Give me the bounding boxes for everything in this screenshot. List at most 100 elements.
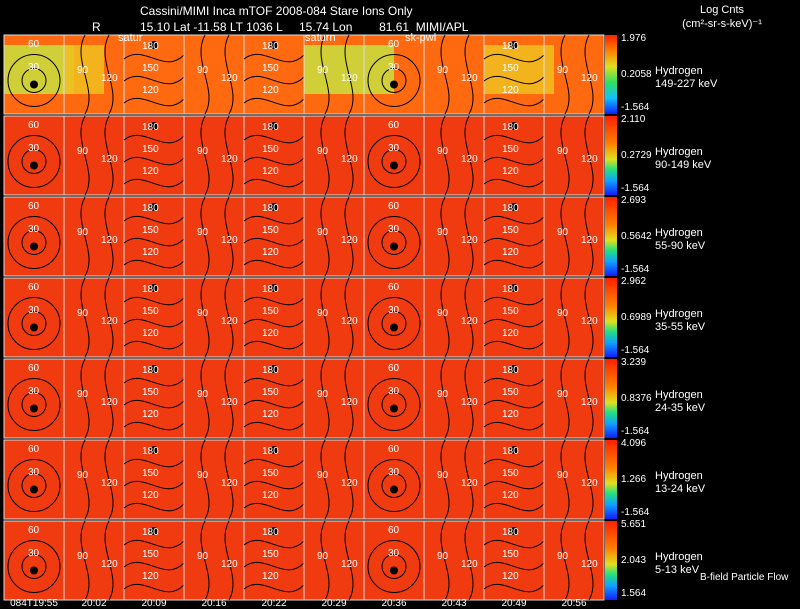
contour-line	[80, 520, 90, 601]
contour-label: 180	[142, 446, 159, 457]
image-frame	[543, 439, 605, 520]
panel-label: Hydrogen 35-55 keV	[655, 308, 705, 334]
contour-line	[560, 277, 570, 358]
field-marker	[510, 41, 518, 49]
contour-label: 30	[28, 61, 40, 73]
contour-line	[320, 196, 330, 277]
contour-label: 120	[581, 235, 598, 246]
contour-label: 120	[101, 235, 118, 246]
contour-line	[123, 502, 185, 512]
contour-line	[243, 502, 305, 512]
contour-line	[243, 178, 305, 188]
contour-label: 90	[557, 227, 569, 238]
panel-species: Hydrogen	[655, 308, 703, 320]
contour-label: 180	[142, 203, 159, 214]
contour-label: 120	[262, 490, 279, 501]
contour-line	[123, 539, 185, 549]
contour-line	[243, 237, 305, 247]
image-frame	[543, 520, 605, 601]
contour-line	[584, 520, 594, 601]
contour-label: 180	[262, 203, 279, 214]
contour-line	[320, 34, 330, 115]
colorbar-mid: 0.8376	[621, 392, 652, 404]
contour-line	[123, 296, 185, 306]
field-marker	[510, 527, 518, 535]
field-marker	[150, 203, 158, 211]
contour-line	[440, 115, 450, 196]
header-overlay-text: satur	[118, 32, 143, 44]
contour-label: 120	[262, 247, 279, 258]
contour-label: 60	[28, 119, 40, 131]
contour-label: 120	[221, 397, 238, 408]
contour-label: 60	[388, 524, 400, 536]
field-marker	[30, 566, 38, 575]
contour-line	[320, 358, 330, 439]
contour-line	[104, 439, 114, 520]
contour-line	[200, 358, 210, 439]
contour-line	[123, 53, 185, 63]
contour-label: 120	[461, 559, 478, 570]
colorbar-min: -1.564	[621, 183, 650, 194]
contour-label: 120	[341, 397, 358, 408]
contour-line	[381, 149, 407, 174]
colorbar	[605, 440, 617, 519]
contour-line	[123, 259, 185, 269]
contour-line	[367, 540, 421, 593]
field-marker	[150, 446, 158, 454]
contour-line	[243, 97, 305, 107]
contour-line	[584, 277, 594, 358]
contour-line	[483, 156, 545, 166]
header-r-label: R	[92, 20, 101, 34]
contour-line	[243, 296, 305, 306]
contour-label: 150	[142, 63, 159, 74]
contour-label: 30	[388, 223, 400, 235]
contour-label: 90	[437, 65, 449, 76]
contour-line	[243, 480, 305, 490]
field-marker	[510, 284, 518, 292]
contour-label: 180	[502, 122, 519, 133]
contour-line	[123, 340, 185, 350]
panel-label: Hydrogen 13-24 keV	[655, 470, 705, 496]
panel-energy: 55-90 keV	[655, 240, 706, 252]
contour-label: 150	[262, 225, 279, 236]
contour-label: 120	[341, 316, 358, 327]
contour-label: 120	[461, 397, 478, 408]
contour-line	[123, 399, 185, 409]
field-marker	[150, 284, 158, 292]
contour-line	[464, 358, 474, 439]
contour-line	[243, 399, 305, 409]
contour-label: 120	[581, 559, 598, 570]
contour-label: 120	[341, 154, 358, 165]
contour-label: 120	[101, 154, 118, 165]
contour-line	[123, 480, 185, 490]
contour-label: 150	[262, 144, 279, 155]
contour-label: 60	[28, 281, 40, 293]
field-marker	[510, 203, 518, 211]
colorbar-max: 5.651	[621, 519, 647, 530]
header-overlay-text: sk-pwl	[405, 32, 437, 44]
header-overlay-text: saturn	[305, 32, 336, 44]
contour-line	[21, 68, 47, 93]
contour-line	[584, 34, 594, 115]
contour-label: 120	[502, 490, 519, 501]
intensity-zone	[304, 45, 394, 94]
contour-label: 120	[461, 316, 478, 327]
image-frame	[543, 277, 605, 358]
contour-line	[80, 196, 90, 277]
contour-line	[483, 215, 545, 225]
contour-line	[320, 439, 330, 520]
contour-label: 90	[557, 470, 569, 481]
contour-line	[381, 230, 407, 255]
units-label: (cm²-sr-s-keV)⁻¹	[682, 18, 762, 30]
contour-line	[243, 421, 305, 431]
field-marker	[390, 80, 398, 89]
contour-line	[224, 277, 234, 358]
contour-line	[483, 340, 545, 350]
contour-line	[243, 215, 305, 225]
contour-line	[80, 358, 90, 439]
contour-label: 120	[341, 235, 358, 246]
colorbar-min: -1.564	[621, 426, 650, 437]
contour-label: 90	[437, 470, 449, 481]
colorbar-max: 1.976	[621, 33, 647, 44]
panel-species: Hydrogen	[655, 389, 703, 401]
